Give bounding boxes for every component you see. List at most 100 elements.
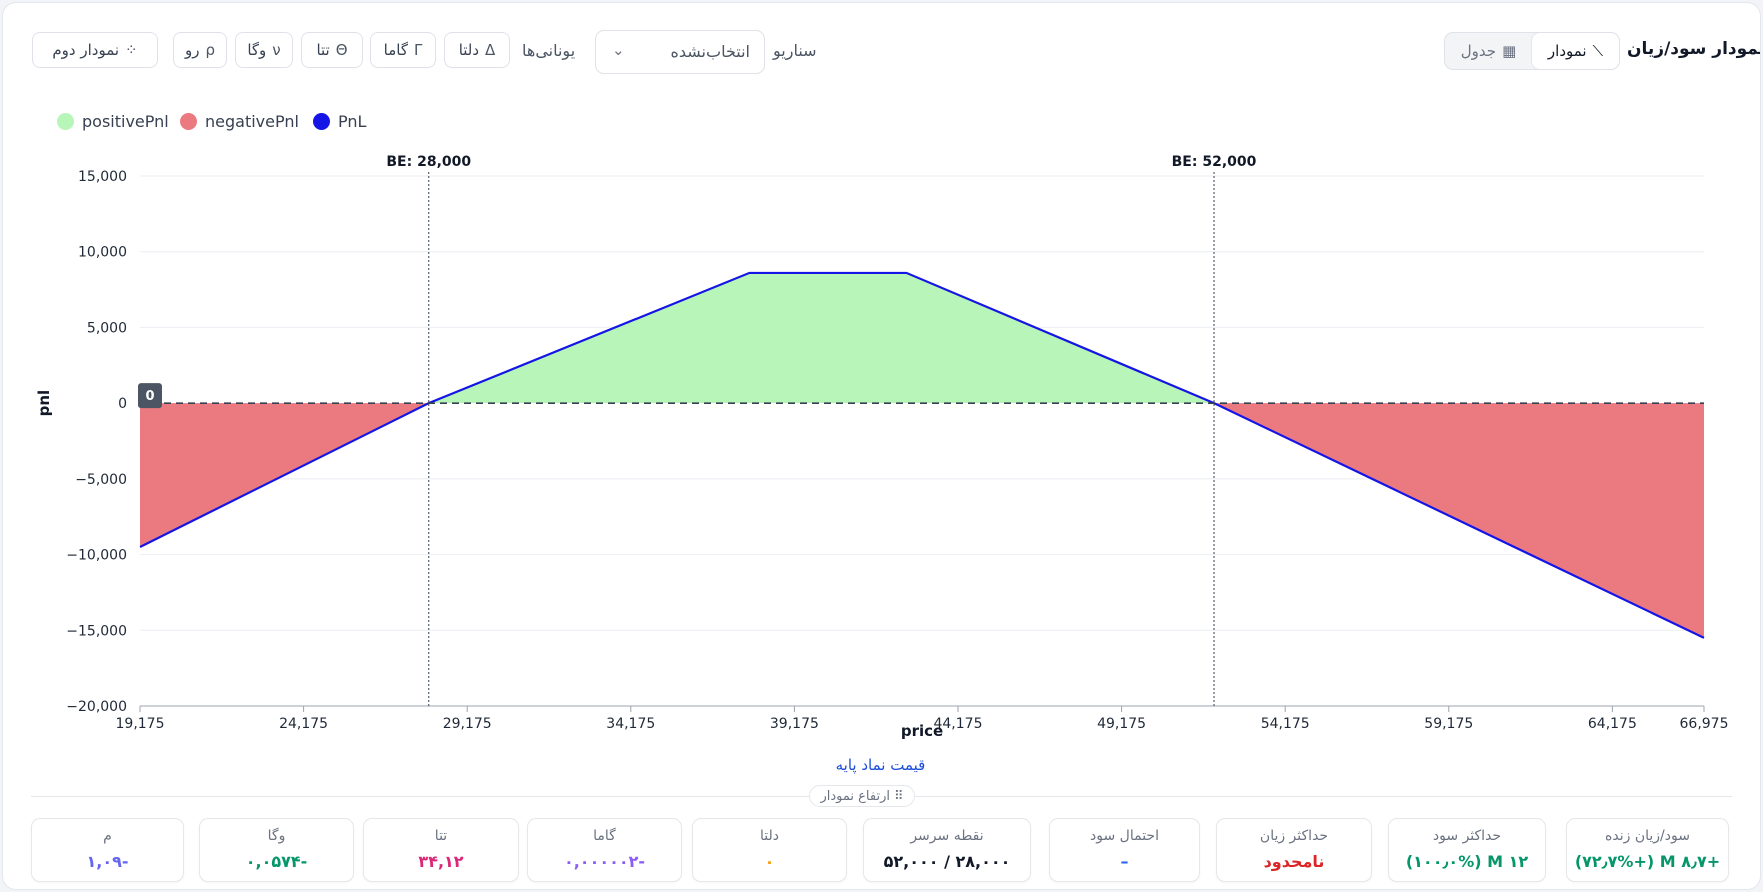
legend-positive[interactable]: positivePnl xyxy=(57,112,169,131)
stat-card: دلتا ۰ xyxy=(692,818,847,882)
y-tick-label: −15,000 xyxy=(66,623,127,639)
gamma-icon: Γ xyxy=(413,41,423,59)
y-tick-label: 0 xyxy=(118,396,127,412)
y-tick-label: −10,000 xyxy=(66,548,127,564)
stat-key: دلتا xyxy=(760,828,779,844)
x-tick-label: 24,175 xyxy=(279,716,328,732)
scenario-value: انتخاب‌نشده xyxy=(670,42,751,61)
greek-theta-button[interactable]: Θ تتا xyxy=(301,32,363,68)
x-tick-label: 64,175 xyxy=(1588,716,1637,732)
x-tick-label: 54,175 xyxy=(1261,716,1310,732)
second-chart-label: نمودار دوم xyxy=(52,41,120,59)
base-price-label: قیمت نماد پایه xyxy=(835,756,926,774)
x-tick-label: 29,175 xyxy=(443,716,492,732)
stat-key: نقطه سرسر xyxy=(910,828,984,844)
second-chart-button[interactable]: ⁘ نمودار دوم xyxy=(32,32,158,68)
y-tick-label: −20,000 xyxy=(66,699,127,715)
breakeven-label: BE: 52,000 xyxy=(1172,154,1257,170)
stat-value: ۲۸,۰۰۰ / ۵۲,۰۰۰ xyxy=(883,852,1011,871)
y-axis-title: pnl xyxy=(35,390,53,417)
stat-key: وگا xyxy=(267,828,286,844)
stat-value: -۰,۰۰۰۰۰۲ xyxy=(563,852,646,871)
greeks-label: یونانی‌ها xyxy=(522,41,576,60)
delta-icon: Δ xyxy=(485,41,496,59)
stat-card: سود/زیان زنده +۸٫۷ M (+۷۲٫۷%) xyxy=(1566,818,1729,882)
legend-negative[interactable]: negativePnl xyxy=(180,112,299,131)
chart-height-label: ارتفاع نمودار xyxy=(820,788,890,804)
stat-value: -۱,۰۹ xyxy=(86,852,129,871)
table-icon: ▦ xyxy=(1502,42,1517,60)
pnl-line xyxy=(139,271,1705,639)
stat-key: سود/زیان زنده xyxy=(1605,828,1690,844)
tab-chart-label: نمودار xyxy=(1547,42,1587,60)
stat-card: نقطه سرسر ۲۸,۰۰۰ / ۵۲,۰۰۰ xyxy=(863,818,1031,882)
legend-pnl[interactable]: PnL xyxy=(313,112,366,131)
stat-value: ۱۲ M (۱۰۰٫۰%) xyxy=(1405,852,1529,871)
greek-delta-label: دلتا xyxy=(458,41,480,59)
greek-delta-button[interactable]: Δ دلتا xyxy=(444,32,510,68)
stat-card: حداکثر زیان نامحدود xyxy=(1216,818,1372,882)
x-tick-label: 59,175 xyxy=(1424,716,1473,732)
y-tick-label: −5,000 xyxy=(75,472,127,488)
tab-chart[interactable]: ⟋ نمودار xyxy=(1532,33,1619,69)
annotations: BE: 28,000 BE: 52,000 0 xyxy=(138,154,1704,706)
y-tick-label: 10,000 xyxy=(78,245,127,261)
drag-grip-icon: ⠿ xyxy=(893,788,904,804)
stat-key: گاما xyxy=(593,828,616,844)
x-tick-label: 66,975 xyxy=(1680,716,1729,732)
x-tick-label: 19,175 xyxy=(116,716,165,732)
tab-table-label: جدول xyxy=(1460,42,1497,60)
legend-positive-label: positivePnl xyxy=(82,112,169,131)
stat-value: -۰,۰۵۷۴ xyxy=(245,852,308,871)
axes: 15,000 10,000 5,000 0 −5,000 −10,000 −15,000 −2… xyxy=(35,169,1729,740)
x-tick-label: 49,175 xyxy=(1097,716,1146,732)
chart-line-icon: ⟋ xyxy=(1592,42,1604,60)
positive-pnl-area xyxy=(428,272,1215,404)
stat-key: م xyxy=(103,828,112,844)
scatter-icon: ⁘ xyxy=(125,41,138,59)
rho-icon: ρ xyxy=(205,41,216,59)
stat-card: م -۱,۰۹ xyxy=(31,818,184,882)
greek-rho-button[interactable]: ρ رو xyxy=(173,32,227,68)
stat-card: حداکثر سود ۱۲ M (۱۰۰٫۰%) xyxy=(1388,818,1546,882)
greek-vega-button[interactable]: ν وگا xyxy=(235,32,293,68)
view-toggle: ▦ جدول ⟋ نمودار xyxy=(1444,32,1620,70)
x-tick-label: 34,175 xyxy=(606,716,655,732)
legend-positive-swatch xyxy=(57,113,74,130)
vega-icon: ν xyxy=(272,41,281,59)
chart-height-handle[interactable]: ⠿ ارتفاع نمودار xyxy=(809,785,915,807)
page-title: نمودار سود/زیان xyxy=(1627,39,1761,59)
theta-icon: Θ xyxy=(335,41,348,59)
x-tick-label: 39,175 xyxy=(770,716,819,732)
greek-theta-label: تتا xyxy=(316,41,330,59)
breakeven-label: BE: 28,000 xyxy=(386,154,471,170)
greek-gamma-button[interactable]: Γ گاما xyxy=(370,32,436,68)
scenario-label: سناریو xyxy=(773,41,817,60)
legend-pnl-label: PnL xyxy=(338,112,367,131)
stat-key: حداکثر سود xyxy=(1432,828,1502,844)
stat-card: گاما -۰,۰۰۰۰۰۲ xyxy=(527,818,682,882)
stat-key: حداکثر زیان xyxy=(1259,828,1329,844)
legend-negative-label: negativePnl xyxy=(205,112,299,131)
stat-card: احتمال سود – xyxy=(1049,818,1200,882)
stat-value: نامحدود xyxy=(1263,852,1325,871)
greek-gamma-label: گاما xyxy=(383,41,408,59)
pnl-chart: 15,000 10,000 5,000 0 −5,000 −10,000 −15,000 −2… xyxy=(35,154,1729,740)
stat-value: – xyxy=(1120,852,1129,871)
greek-vega-label: وگا xyxy=(247,41,267,59)
stat-value: ۰ xyxy=(764,852,775,871)
stat-card: وگا -۰,۰۵۷۴ xyxy=(199,818,354,882)
legend-negative-swatch xyxy=(180,113,197,130)
tab-table[interactable]: ▦ جدول xyxy=(1445,33,1532,69)
x-tick-label: 44,175 xyxy=(933,716,982,732)
zero-marker-label: 0 xyxy=(145,389,154,404)
stat-card: تتا ۳۴,۱۲ xyxy=(363,818,519,882)
zero-marker-badge xyxy=(138,383,162,409)
chevron-down-icon: ⌄ xyxy=(612,41,625,59)
stat-value: ۳۴,۱۲ xyxy=(418,852,464,871)
x-axis-title: price xyxy=(901,722,943,740)
legend-pnl-swatch xyxy=(313,113,330,130)
pnl-series xyxy=(139,271,1705,639)
stat-key: تتا xyxy=(434,828,448,844)
scenario-select[interactable]: انتخاب‌نشده ⌄ xyxy=(595,30,765,74)
